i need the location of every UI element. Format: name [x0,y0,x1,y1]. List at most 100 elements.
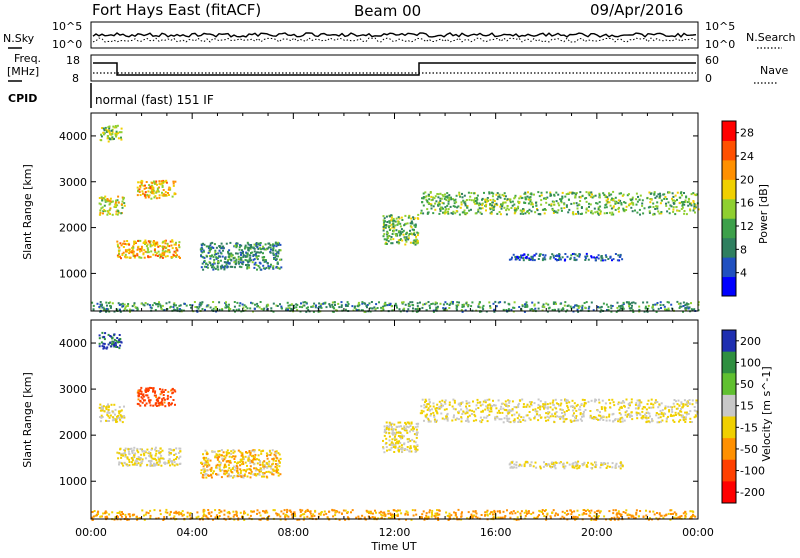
echo-cell [416,308,418,310]
echo-cell [137,451,139,453]
echo-cell [278,475,280,477]
echo-cell [639,510,641,512]
echo-cell [444,206,446,208]
echo-cell [120,139,122,141]
echo-cell [453,199,455,201]
echo-cell [211,511,213,513]
echo-cell [214,451,216,453]
echo-cell [561,210,563,212]
echo-cell [210,248,212,250]
echo-cell [310,510,312,512]
echo-cell [661,402,663,404]
echo-cell [586,253,588,255]
echo-cell [241,463,243,465]
echo-cell [254,244,256,246]
echo-cell [553,204,555,206]
echo-cell [386,243,388,245]
echo-cell [413,233,415,235]
echo-cell [157,305,159,307]
echo-cell [397,432,399,434]
echo-cell [272,449,274,451]
echo-cell [623,194,625,196]
echo-cell [106,305,108,307]
echo-cell [430,303,432,305]
echo-cell [495,194,497,196]
echo-cell [600,510,602,512]
echo-cell [387,513,389,515]
echo-cell [202,476,204,478]
echo-cell [490,307,492,309]
echo-cell [126,243,128,245]
echo-cell [393,451,395,453]
echo-cell [234,301,236,303]
echo-cell [692,200,694,202]
echo-cell [154,458,156,460]
echo-cell [166,302,168,304]
echo-cell [452,213,454,215]
echo-cell [674,399,676,401]
echo-cell [512,400,514,402]
echo-cell [525,198,527,200]
echo-cell [655,414,657,416]
echo-cell [162,305,164,307]
echo-cell [412,304,414,306]
echo-cell [523,403,525,405]
echo-cell [502,202,504,204]
echo-cell [456,206,458,208]
echo-cell [550,406,552,408]
echo-cell [119,345,121,347]
echo-cell [201,266,203,268]
echo-cell [171,245,173,247]
echo-cell [416,429,418,431]
echo-cell [505,195,507,197]
echo-cell [150,306,152,308]
echo-cell [476,404,478,406]
echo-cell [578,307,580,309]
echo-cell [383,215,385,217]
echo-cell [439,200,441,202]
echo-cell [125,306,127,308]
echo-cell [227,470,229,472]
echo-cell [611,466,613,468]
echo-cell [681,201,683,203]
echo-cell [387,232,389,234]
echo-cell [471,413,473,415]
echo-cell [513,463,515,465]
echo-cell [275,250,277,252]
echo-cell [533,417,535,419]
echo-cell [547,304,549,306]
echo-cell [108,141,110,143]
echo-cell [688,198,690,200]
echo-cell [602,419,604,421]
echo-cell [569,258,571,260]
echo-cell [393,230,395,232]
echo-cell [399,234,401,236]
echo-cell [315,305,317,307]
echo-cell [650,403,652,405]
echo-cell [172,256,174,258]
echo-cell [248,264,250,266]
echo-cell [454,212,456,214]
echo-cell [531,308,533,310]
echo-cell [520,213,522,215]
echo-cell [521,399,523,401]
echo-cell [534,308,536,310]
echo-cell [582,195,584,197]
echo-cell [444,211,446,213]
echo-cell [610,305,612,307]
echo-cell [490,208,492,210]
echo-cell [538,302,540,304]
echo-cell [266,306,268,308]
echo-cell [419,302,421,304]
echo-cell [249,450,251,452]
echo-cell [575,420,577,422]
echo-cell [676,199,678,201]
echo-cell [372,513,374,515]
echo-cell [564,305,566,307]
echo-cell [412,509,414,511]
echo-cell [253,259,255,261]
echo-cell [496,213,498,215]
echo-cell [653,206,655,208]
echo-cell [452,301,454,303]
